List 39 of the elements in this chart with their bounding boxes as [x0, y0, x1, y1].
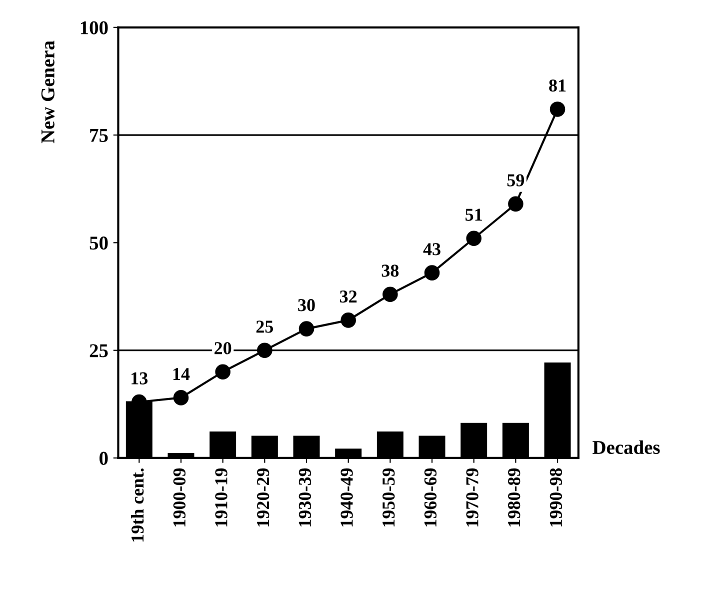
x-tick-label: 1930-39 — [298, 468, 312, 526]
x-tick-label: 1950-59 — [382, 468, 395, 526]
y-axis-title: New Genera — [41, 40, 54, 144]
y-tick-label: 100 — [80, 21, 108, 34]
y-tick-label: 0 — [100, 452, 108, 465]
point — [257, 342, 272, 358]
x-tick-label: 1920-29 — [257, 468, 270, 526]
y-tick-label: 25 — [90, 344, 108, 358]
point — [466, 230, 482, 246]
x-tick-label: 1900-09 — [173, 468, 186, 526]
point — [550, 102, 566, 117]
x-axis-title: Decades — [592, 440, 660, 454]
point — [298, 321, 314, 336]
data-label: 59 — [507, 174, 524, 186]
y-tick-label: 50 — [90, 236, 108, 250]
x-tick-label: 1960-69 — [424, 468, 437, 526]
point — [173, 390, 189, 406]
x-tick-label: 1910-19 — [215, 468, 228, 526]
x-tick-label: 19th cent. — [130, 468, 144, 542]
y-tick-label: 75 — [90, 129, 108, 142]
point — [340, 312, 356, 328]
point — [382, 286, 398, 302]
point — [508, 196, 524, 212]
data-label: 51 — [466, 208, 482, 221]
data-label: 14 — [173, 368, 190, 380]
data-label: 25 — [256, 320, 274, 333]
data-label: 20 — [214, 342, 232, 354]
data-label: 81 — [549, 79, 566, 92]
x-tick-label: 1940-49 — [340, 468, 353, 526]
data-label: 13 — [132, 372, 148, 384]
point — [215, 364, 230, 380]
x-tick-label: 1980-89 — [508, 468, 520, 526]
data-label: 43 — [423, 243, 440, 256]
point — [424, 265, 440, 280]
data-label: 38 — [382, 264, 399, 277]
x-tick-label: 1970-79 — [466, 468, 478, 526]
data-label: 30 — [298, 299, 315, 312]
x-tick-label: 1990-98 — [550, 468, 562, 526]
data-label: 32 — [340, 290, 357, 303]
